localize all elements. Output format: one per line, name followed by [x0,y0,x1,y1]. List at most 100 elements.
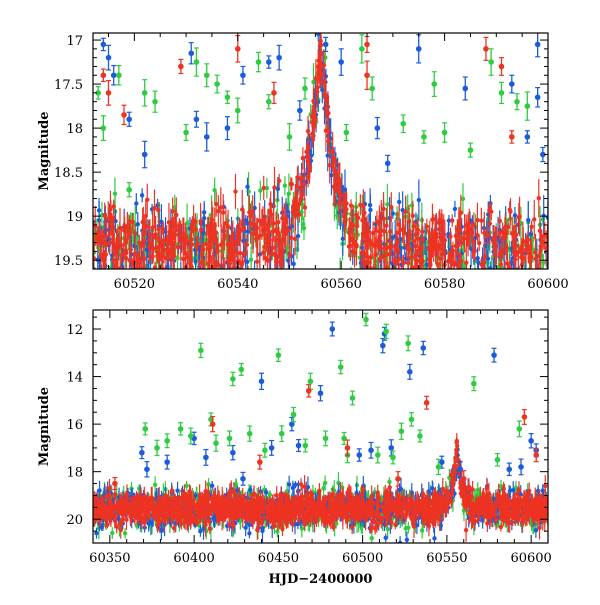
data-point [535,94,541,100]
data-point [188,50,194,56]
data-point [421,237,425,241]
data-point [99,281,103,285]
data-point [224,221,228,225]
data-point [477,296,481,300]
data-point [507,280,511,284]
data-point [261,250,265,254]
data-point [101,72,107,78]
data-point [128,230,132,234]
data-point [189,278,193,282]
data-point [243,305,247,309]
data-point [406,246,410,250]
y-tick-label: 19 [66,210,83,225]
data-point [194,309,198,313]
data-point [295,175,299,179]
data-point [364,72,370,78]
data-point [537,253,541,257]
data-point [153,483,157,487]
data-point [453,207,457,211]
data-point [283,273,287,277]
data-point [479,219,483,223]
data-point [148,233,152,237]
data-point [533,250,537,254]
data-point [349,203,353,207]
data-point [500,250,504,254]
data-point [414,253,418,257]
data-point [487,208,491,212]
data-point [446,269,450,273]
data-point [408,271,412,275]
x-tick-label: 60600 [527,277,568,292]
data-point [404,274,408,278]
data-point [276,282,280,286]
data-point [187,269,191,273]
data-point [211,270,215,274]
data-point [106,217,110,221]
data-point [174,286,178,290]
data-point [437,221,441,225]
data-point [520,298,524,302]
data-point [481,276,485,280]
data-point [327,163,331,167]
data-point [183,251,187,255]
data-point [297,108,303,114]
data-point [399,273,403,277]
data-point [475,256,479,260]
data-point [214,260,218,264]
data-point [103,213,107,217]
data-point [208,270,212,274]
data-point [159,277,163,281]
data-point [462,86,468,92]
data-point [387,252,391,256]
data-point [522,276,526,280]
data-point [189,242,193,246]
data-point [359,46,365,52]
data-point [114,262,118,266]
data-point [454,244,458,248]
data-point [142,152,148,158]
data-point [126,116,132,122]
data-point [118,266,122,270]
data-point [179,271,183,275]
data-point [311,99,315,103]
data-point [416,46,422,52]
data-point [206,299,210,303]
data-point [384,273,388,277]
data-point [488,221,492,225]
data-point [459,210,463,214]
data-point [498,219,502,223]
data-point [420,230,424,234]
data-point [155,254,159,258]
data-point [514,99,520,105]
data-point [526,247,530,251]
data-point [517,282,521,286]
data-point [261,219,265,223]
data-point [503,268,507,272]
data-point [442,130,448,136]
data-point [509,81,515,87]
data-point [477,241,481,245]
data-point [537,196,541,200]
data-point [287,134,293,140]
data-point [111,248,115,252]
data-point [161,226,165,230]
data-point [255,259,259,263]
data-point [302,86,308,92]
data-point [373,271,377,275]
data-point [433,233,437,237]
data-point [103,279,107,283]
data-point [338,59,344,65]
data-point [541,261,545,265]
data-point [105,282,109,286]
data-point [269,212,273,216]
data-point [421,134,427,140]
data-point [409,255,413,259]
data-point [529,225,533,229]
data-point [344,130,350,136]
data-point [322,63,326,67]
data-point [270,246,274,250]
data-point [108,284,112,288]
y-tick-label: 17.5 [54,78,83,93]
data-point [287,253,291,257]
